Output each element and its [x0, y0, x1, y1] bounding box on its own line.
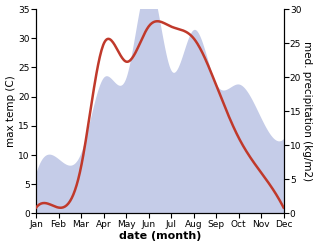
- Y-axis label: max temp (C): max temp (C): [5, 75, 16, 147]
- X-axis label: date (month): date (month): [119, 231, 201, 242]
- Y-axis label: med. precipitation (kg/m2): med. precipitation (kg/m2): [302, 41, 313, 181]
